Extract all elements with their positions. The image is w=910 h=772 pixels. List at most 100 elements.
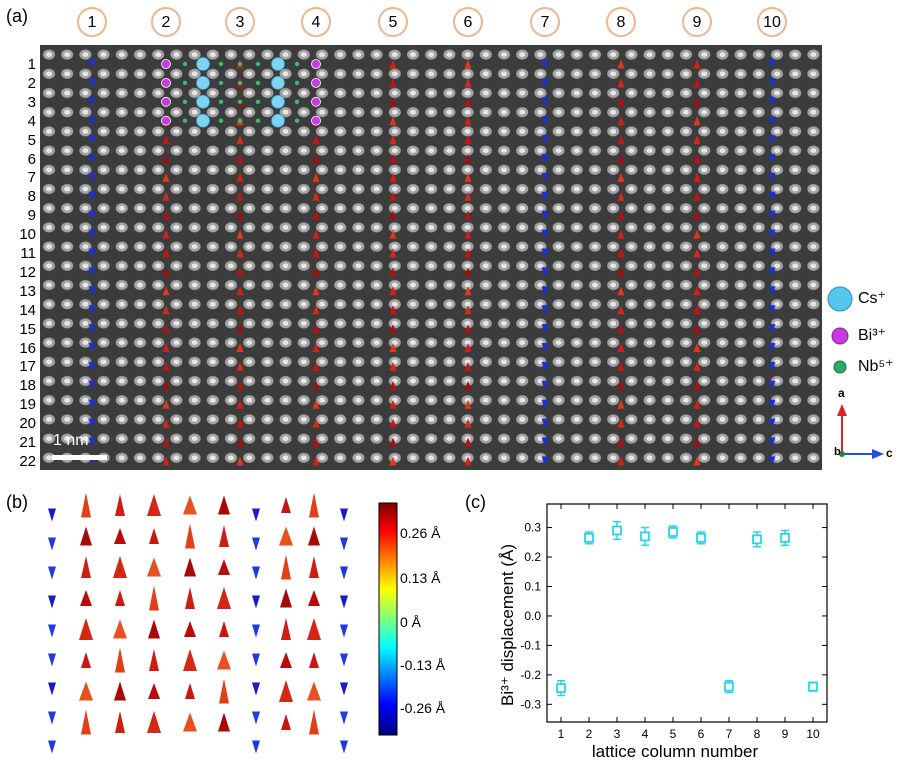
y-tick-label: -0.3 — [520, 697, 541, 711]
column-number-5: 5 — [378, 7, 408, 37]
displacement-arrow — [281, 497, 291, 513]
stem-arrow — [541, 324, 549, 334]
cs-ion-marker — [196, 76, 210, 90]
stem-arrow — [88, 418, 96, 428]
stem-arrow — [88, 267, 96, 277]
stem-arrow — [617, 437, 625, 447]
nb-ion-marker — [294, 99, 300, 104]
displacement-arrow — [115, 711, 125, 733]
displacement-arrow — [147, 711, 161, 733]
displacement-arrow — [309, 556, 319, 578]
stem-arrow — [541, 116, 549, 126]
stem-arrow — [312, 437, 320, 447]
stem-arrow — [693, 418, 701, 428]
stem-arrow — [88, 191, 96, 201]
stem-arrow — [88, 78, 96, 88]
stem-arrow — [464, 210, 472, 220]
nb-ion-marker — [237, 118, 243, 123]
stem-arrow — [312, 324, 320, 334]
stem-arrow — [389, 286, 397, 296]
x-tick-label: 7 — [726, 727, 733, 741]
cs-ion-marker — [196, 113, 210, 128]
bi-ion-marker — [161, 96, 171, 107]
stem-arrow — [312, 361, 320, 371]
colorbar-label-3: -0.13 Å — [400, 657, 446, 673]
stem-arrow — [464, 380, 472, 390]
stem-arrow — [162, 418, 170, 428]
displacement-arrow — [79, 681, 93, 701]
x-tick-label: 3 — [614, 727, 621, 741]
displacement-arrow — [340, 653, 348, 667]
stem-arrow — [693, 305, 701, 315]
stem-arrow — [464, 172, 472, 182]
stem-arrow — [617, 59, 625, 69]
stem-arrow — [768, 59, 776, 69]
stem-arrow — [617, 97, 625, 107]
stem-arrow — [617, 191, 625, 201]
stem-arrow — [162, 267, 170, 277]
stem-arrow — [88, 116, 96, 126]
data-point — [724, 681, 734, 692]
stem-arrow — [541, 418, 549, 428]
stem-arrow — [162, 154, 170, 163]
stem-arrow — [617, 305, 625, 315]
stem-arrow — [162, 191, 170, 201]
bi-ion-marker — [311, 59, 321, 69]
stem-arrow — [312, 154, 320, 163]
stem-arrow — [541, 135, 549, 145]
stem-arrow — [162, 361, 170, 371]
stem-arrow — [693, 399, 701, 409]
nb-ion-marker — [237, 61, 243, 67]
displacement-arrow — [147, 557, 161, 577]
stem-arrow — [236, 210, 244, 220]
cs-ion-marker — [271, 76, 285, 90]
stem-arrow — [464, 78, 472, 88]
displacement-arrow — [79, 618, 93, 640]
panel-b-label: (b) — [6, 492, 28, 512]
stem-arrow — [541, 437, 549, 447]
row-number-16: 16 — [19, 339, 36, 357]
displacement-arrow — [281, 554, 291, 580]
stem-arrow — [693, 248, 701, 258]
stem-arrow — [693, 286, 701, 296]
stem-arrow — [88, 286, 96, 296]
displacement-arrow — [309, 652, 319, 668]
stem-arrow — [693, 116, 701, 126]
stem-arrow — [617, 286, 625, 296]
stem-arrow — [236, 229, 244, 239]
displacement-arrow — [48, 653, 56, 667]
stem-arrow — [768, 305, 776, 315]
stem-arrow — [617, 380, 625, 390]
stem-arrow — [768, 116, 776, 126]
displacement-arrow — [48, 624, 56, 638]
row-number-7: 7 — [27, 169, 36, 187]
stem-arrow — [541, 172, 549, 182]
row-number-20: 20 — [19, 415, 36, 433]
stem-arrow — [693, 210, 701, 220]
stem-arrow — [768, 172, 776, 182]
stem-arrow — [617, 399, 625, 409]
stem-arrow — [541, 286, 549, 296]
stem-arrow — [312, 286, 320, 296]
stem-arrow — [768, 154, 776, 163]
stem-arrow — [464, 267, 472, 277]
panel-a-label: (a) — [6, 6, 28, 26]
stem-arrow — [693, 172, 701, 182]
bi-ion-marker — [161, 78, 171, 88]
displacement-arrow — [219, 678, 229, 704]
y-tick-label: 0.0 — [524, 609, 541, 623]
displacement-map — [48, 492, 348, 754]
stem-arrow — [464, 154, 472, 163]
bi-ion-icon — [831, 327, 849, 345]
stem-arrow — [236, 286, 244, 296]
displacement-arrow — [252, 595, 260, 609]
displacement-arrow — [48, 566, 56, 580]
legend: Cs⁺ Bi³⁺ Nb⁵⁺ — [826, 282, 910, 392]
displacement-arrow — [217, 650, 231, 670]
stem-arrow — [464, 437, 472, 447]
stem-arrow — [88, 380, 96, 390]
stem-arrow — [693, 135, 701, 145]
colorbar-label-0: 0.26 Å — [400, 525, 441, 541]
data-point — [668, 527, 678, 537]
stem-arrow — [617, 324, 625, 334]
